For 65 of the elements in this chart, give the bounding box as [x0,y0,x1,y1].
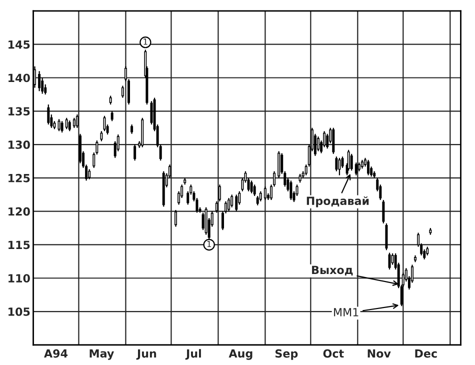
candlestick [250,180,253,194]
annotation: MM1 [334,308,358,316]
x-tick-label: Aug [228,349,252,360]
candlestick [335,156,338,172]
candlestick [65,117,68,130]
annotation: Продавай [306,196,369,208]
candlestick [150,100,153,126]
candlestick [278,150,280,178]
candlestick [259,190,262,202]
y-tick-label: 110 [8,274,30,283]
candlestick [100,130,103,142]
candlestick [38,70,41,92]
annotation: Выход [312,266,353,276]
y-tick-label: 140 [8,74,30,82]
y-tick-label: 125 [8,174,30,182]
candlestick [230,194,234,208]
candlestick [391,252,394,266]
candlestick [382,199,385,224]
candlestick [72,117,76,128]
candlestick [316,136,320,152]
candlestick [338,157,341,176]
y-tick-label: 130 [8,140,30,149]
candlestick [110,110,114,122]
candlestick [215,200,218,214]
candlestick [290,180,292,201]
x-tick-label: A94 [44,349,68,358]
candlestick [174,209,178,228]
candlestick [121,85,124,98]
x-tick-label: Jul [185,349,201,360]
candlestick [235,194,238,212]
candlestick [47,104,50,126]
x-tick-label: Jun [136,349,156,360]
candlestick [103,115,106,132]
candlestick [60,120,64,134]
candlestick [332,127,335,154]
x-tick-label: Sep [275,349,298,360]
candlestick [367,159,370,176]
candlestick [218,184,221,202]
candlestick [134,144,136,162]
candlestick [385,222,388,251]
candlestick [228,197,230,212]
candlestick [204,206,208,236]
y-tick-label: 105 [8,308,30,316]
candlestick [88,168,91,180]
candlestick [130,124,134,134]
x-tick-label: Dec [415,349,437,358]
annotation: 1 [207,240,211,248]
candlestick [354,162,358,176]
candlestick [76,114,78,128]
annotation: 1 [144,38,148,45]
candlestick [253,184,256,197]
x-tick-label: Oct [323,349,344,358]
x-tick-label: Nov [368,349,391,358]
candlestick [202,212,204,231]
candlestick [388,252,391,270]
candlestick [68,120,71,132]
candlestick [264,186,266,201]
candlestick [256,195,259,206]
y-tick-label: 115 [8,240,30,250]
y-tick-label: 145 [8,40,30,49]
y-tick-label: 135 [8,107,30,116]
candlestick [350,153,353,172]
x-tick-label: May [90,349,114,360]
candlestick [58,118,60,132]
y-tick-label: 120 [8,207,30,216]
